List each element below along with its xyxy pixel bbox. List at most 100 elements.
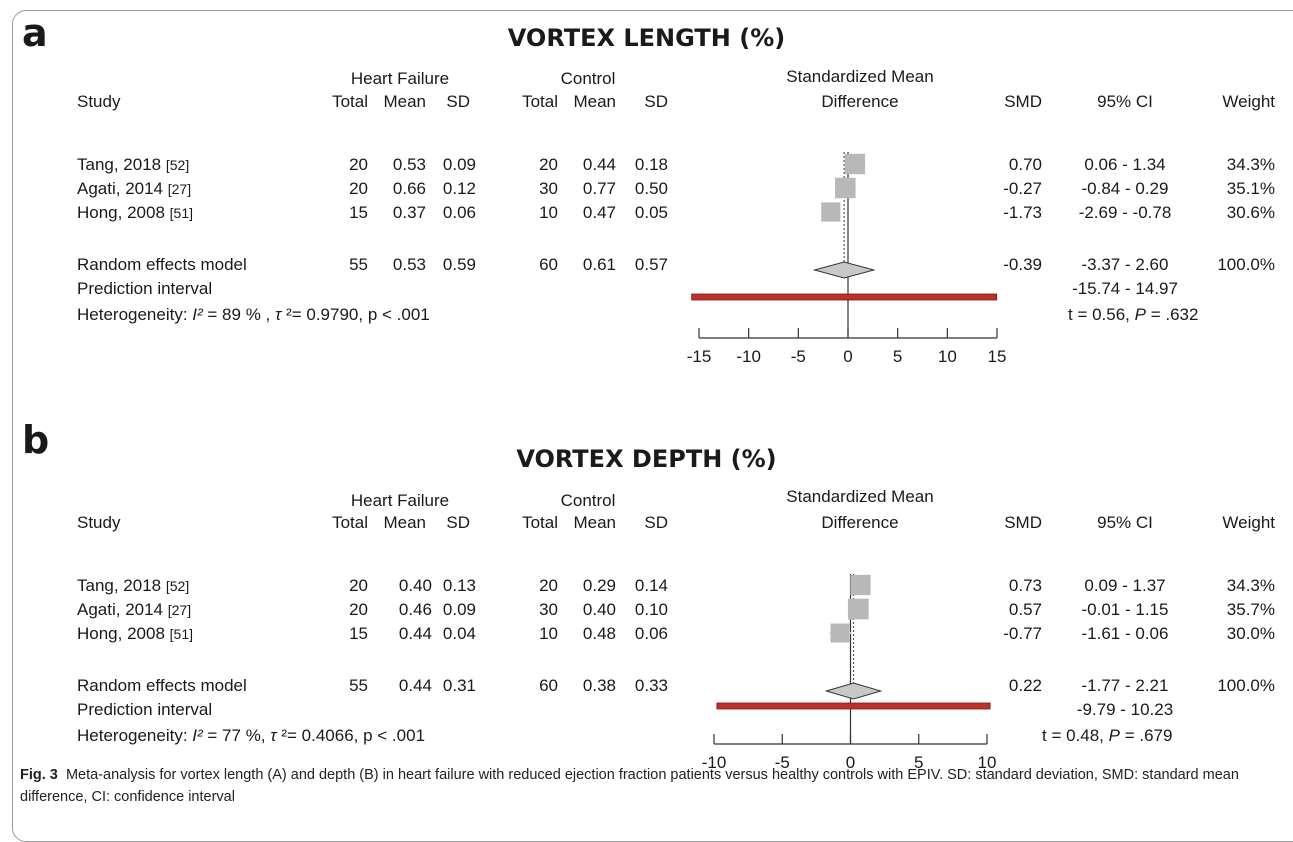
smd-header: SMD	[1004, 513, 1042, 532]
ctrl-mean: 0.47	[582, 203, 616, 222]
ctrl-mean: 0.38	[582, 676, 616, 695]
hf-sd-header: SD	[446, 513, 470, 532]
study-ref: [51]	[169, 205, 193, 221]
x-tick-label: -10	[736, 347, 761, 366]
hf-mean: 0.53	[392, 255, 426, 274]
pooled-diamond	[812, 261, 876, 279]
x-tick-label: 5	[914, 753, 923, 772]
ctrl-total: 10	[539, 203, 558, 222]
study-name: Tang, 2018	[77, 155, 162, 174]
heterogeneity-text: Heterogeneity: I² = 89 % , τ ²= 0.9790, …	[77, 305, 430, 324]
weight-value: 30.0%	[1226, 624, 1275, 643]
x-tick-label: 10	[978, 753, 997, 772]
hf-mean-header: Mean	[383, 92, 426, 111]
ci-header: 95% CI	[1097, 513, 1153, 532]
hf-total-header: Total	[332, 513, 368, 532]
ctrl-mean: 0.48	[582, 624, 616, 643]
hf-mean: 0.44	[398, 624, 432, 643]
group2-header: Control	[560, 491, 616, 510]
caption-text: Meta-analysis for vortex length (A) and …	[20, 767, 1239, 805]
group1-header: Heart Failure	[350, 491, 450, 510]
study-name: Agati, 2014	[77, 179, 164, 198]
ci-header: 95% CI	[1097, 92, 1153, 111]
ctrl-mean: 0.61	[582, 255, 616, 274]
x-tick-label: -10	[702, 753, 727, 772]
ctrl-total: 60	[539, 676, 558, 695]
prediction-interval-bar	[691, 293, 998, 301]
hf-total-header: Total	[332, 92, 368, 111]
x-tick-label: 10	[938, 347, 957, 366]
forest-plot-b: -10 -5 0 5 10	[702, 574, 997, 772]
weight-value: 34.3%	[1226, 576, 1275, 595]
x-tick-label: 15	[988, 347, 1007, 366]
effect-header-line1: Standardized Mean	[786, 67, 934, 86]
weight-value: 30.6%	[1226, 203, 1275, 222]
weight-value: 34.3%	[1226, 155, 1275, 174]
ctrl-total-header: Total	[522, 92, 558, 111]
ci-value: -1.77 - 2.21	[1081, 676, 1169, 695]
hf-mean: 0.40	[398, 576, 432, 595]
x-tick-label: -15	[687, 347, 712, 366]
panel-title: VORTEX LENGTH (%)	[507, 24, 786, 52]
weight-value: 100.0%	[1217, 255, 1275, 274]
ci-value: -0.01 - 1.15	[1081, 600, 1169, 619]
x-tick-label: 0	[846, 753, 855, 772]
ctrl-sd: 0.14	[634, 576, 668, 595]
ctrl-sd: 0.57	[634, 255, 668, 274]
panel-label: b	[22, 418, 50, 462]
hf-total: 55	[349, 676, 368, 695]
prediction-label: Prediction interval	[77, 700, 213, 719]
hf-total: 20	[349, 155, 368, 174]
group1-header: Heart Failure	[350, 69, 450, 88]
effect-header-line2: Difference	[821, 92, 899, 111]
hf-total: 20	[349, 179, 368, 198]
ctrl-mean: 0.44	[582, 155, 616, 174]
weight-value: 100.0%	[1217, 676, 1275, 695]
ctrl-sd: 0.05	[634, 203, 668, 222]
prediction-label: Prediction interval	[77, 279, 213, 298]
ci-value: -2.69 - -0.78	[1078, 203, 1172, 222]
ctrl-total: 60	[539, 255, 558, 274]
ci-value: 0.06 - 1.34	[1084, 155, 1166, 174]
panel-title: VORTEX DEPTH (%)	[516, 445, 777, 473]
prediction-ci: -9.79 - 10.23	[1076, 700, 1174, 719]
test-text: t = 0.48, P = .679	[1042, 726, 1173, 745]
smd-value: 0.22	[1008, 676, 1042, 695]
prediction-interval-bar	[716, 702, 991, 710]
hf-mean: 0.37	[392, 203, 426, 222]
ctrl-total: 20	[539, 155, 558, 174]
ctrl-sd: 0.18	[634, 155, 668, 174]
study-effect-box	[835, 177, 856, 199]
smd-value: -0.77	[1003, 624, 1042, 643]
heterogeneity-text: Heterogeneity: I² = 77 %, τ ²= 0.4066, p…	[77, 726, 426, 745]
ctrl-total-header: Total	[522, 513, 558, 532]
x-tick-label: 5	[893, 347, 902, 366]
study-effect-box	[830, 623, 850, 643]
study-ref: [27]	[167, 181, 192, 197]
study-ref: [52]	[165, 578, 190, 594]
x-tick-label: -5	[791, 347, 806, 366]
x-tick-label: -5	[775, 753, 790, 772]
weight-value: 35.7%	[1226, 600, 1275, 619]
hf-total: 20	[349, 600, 368, 619]
weight-header: Weight	[1222, 92, 1275, 111]
study-name: Tang, 2018	[77, 576, 162, 595]
ctrl-sd: 0.33	[634, 676, 668, 695]
ctrl-mean-header: Mean	[573, 513, 616, 532]
hf-mean-header: Mean	[383, 513, 426, 532]
x-tick-label: 0	[843, 347, 852, 366]
effect-header-line2: Difference	[821, 513, 899, 532]
ctrl-total: 30	[539, 179, 558, 198]
ctrl-sd-header: SD	[644, 92, 668, 111]
study-name: Hong, 2008	[77, 203, 165, 222]
hf-sd: 0.04	[442, 624, 476, 643]
study-header: Study	[77, 513, 121, 532]
study-ref: [27]	[167, 602, 192, 618]
smd-header: SMD	[1004, 92, 1042, 111]
pooled-name: Random effects model	[77, 676, 247, 695]
hf-sd: 0.06	[442, 203, 476, 222]
ctrl-sd: 0.10	[634, 600, 668, 619]
ctrl-mean: 0.77	[582, 179, 616, 198]
pooled-diamond	[824, 682, 883, 700]
study-name: Agati, 2014	[77, 600, 164, 619]
